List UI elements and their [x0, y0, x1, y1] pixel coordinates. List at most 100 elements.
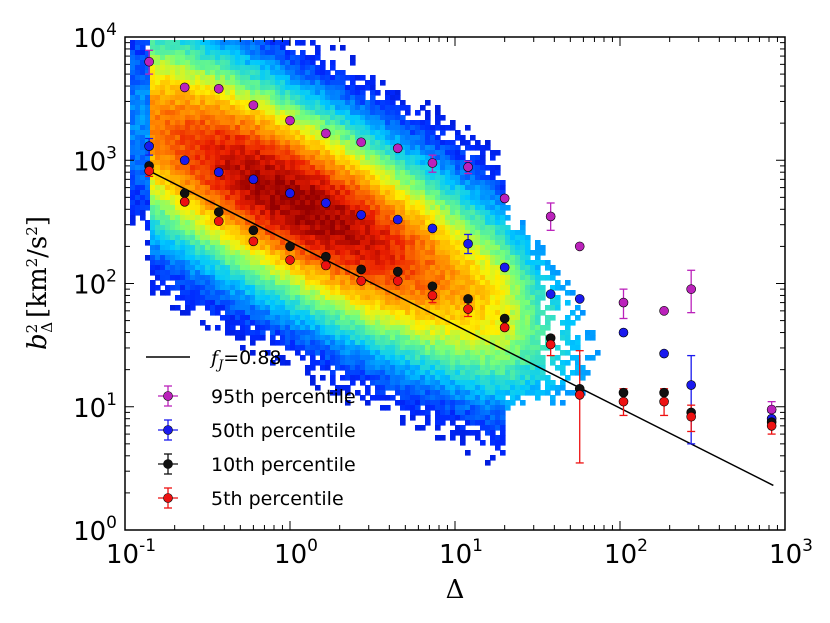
density-cell [395, 180, 401, 186]
density-cell [350, 160, 356, 166]
density-cell [150, 210, 156, 216]
density-cell [340, 345, 346, 351]
density-cell [465, 350, 471, 356]
density-cell [180, 150, 186, 156]
density-cell [160, 155, 166, 161]
density-cell [325, 230, 331, 236]
density-cell [180, 60, 186, 66]
density-cell [195, 185, 201, 191]
data-point-50th-percentile [321, 198, 331, 208]
density-cell [480, 200, 486, 206]
density-cell [385, 130, 391, 136]
density-cell [440, 410, 446, 416]
density-cell [490, 365, 496, 371]
density-cell [440, 360, 446, 366]
density-cell [375, 235, 381, 241]
density-cell [355, 300, 361, 306]
density-cell [400, 340, 406, 346]
density-cell [325, 350, 331, 356]
density-cell [450, 420, 456, 426]
density-cell [255, 290, 261, 296]
density-cell [285, 125, 291, 131]
density-cell [300, 205, 306, 211]
density-cell [290, 265, 296, 271]
density-cell [500, 205, 506, 211]
density-cell [215, 180, 221, 186]
density-cell [475, 370, 481, 376]
density-cell [530, 360, 536, 366]
density-cell [190, 235, 196, 241]
density-cell [400, 185, 406, 191]
density-cell [345, 370, 351, 376]
density-cell [375, 385, 381, 391]
data-point-5th-percentile [321, 260, 331, 271]
density-cell [270, 205, 276, 211]
density-cell [380, 250, 386, 256]
density-cell [500, 345, 506, 351]
density-cell [325, 140, 331, 146]
density-cell [495, 250, 501, 256]
density-cell [330, 275, 336, 281]
density-cell [455, 340, 461, 346]
density-cell [455, 145, 461, 151]
density-cell [330, 245, 336, 251]
density-cell [195, 140, 201, 146]
density-cell [430, 315, 436, 321]
density-cell [430, 205, 436, 211]
density-cell [250, 185, 256, 191]
density-cell [370, 350, 376, 356]
density-cell [175, 100, 181, 106]
density-cell [195, 95, 201, 101]
density-cell [360, 100, 366, 106]
density-cell [265, 295, 271, 301]
data-point-50th-percentile [248, 174, 259, 185]
density-cell [240, 60, 246, 66]
density-cell [300, 85, 306, 91]
density-cell [265, 315, 271, 321]
density-cell [300, 145, 306, 151]
density-cell [395, 90, 401, 96]
density-cell [390, 200, 396, 206]
density-cell [505, 275, 511, 281]
density-cell [470, 235, 476, 241]
density-cell [455, 355, 461, 361]
density-cell [400, 125, 406, 131]
density-cell [295, 130, 301, 136]
density-cell [230, 115, 236, 121]
density-cell [385, 140, 391, 146]
density-cell [295, 70, 301, 76]
density-cell [485, 275, 491, 281]
density-cell [345, 320, 351, 326]
density-cell [405, 165, 411, 171]
density-cell [325, 280, 331, 286]
density-cell [380, 190, 386, 196]
density-cell [400, 275, 406, 281]
density-cell [210, 220, 216, 226]
density-cell [520, 230, 526, 236]
density-cell [515, 320, 521, 326]
density-cell [405, 230, 411, 236]
density-cell [310, 320, 316, 326]
density-cell [455, 350, 461, 356]
density-cell [450, 160, 456, 166]
density-cell [330, 80, 336, 86]
density-cell [370, 125, 376, 131]
density-cell [145, 135, 151, 141]
density-cell [230, 330, 236, 336]
density-cell [390, 95, 396, 101]
density-cell [550, 355, 556, 361]
density-cell [385, 370, 391, 376]
density-cell [240, 200, 246, 206]
density-cell [410, 265, 416, 271]
density-cell [440, 125, 446, 131]
density-cell [435, 165, 441, 171]
density-cell [245, 230, 251, 236]
density-cell [180, 310, 186, 316]
density-cell [315, 125, 321, 131]
density-cell [335, 75, 341, 81]
density-cell [515, 265, 521, 271]
density-cell [325, 165, 331, 171]
density-cell [450, 405, 456, 411]
density-cell [475, 205, 481, 211]
density-cell [190, 210, 196, 216]
